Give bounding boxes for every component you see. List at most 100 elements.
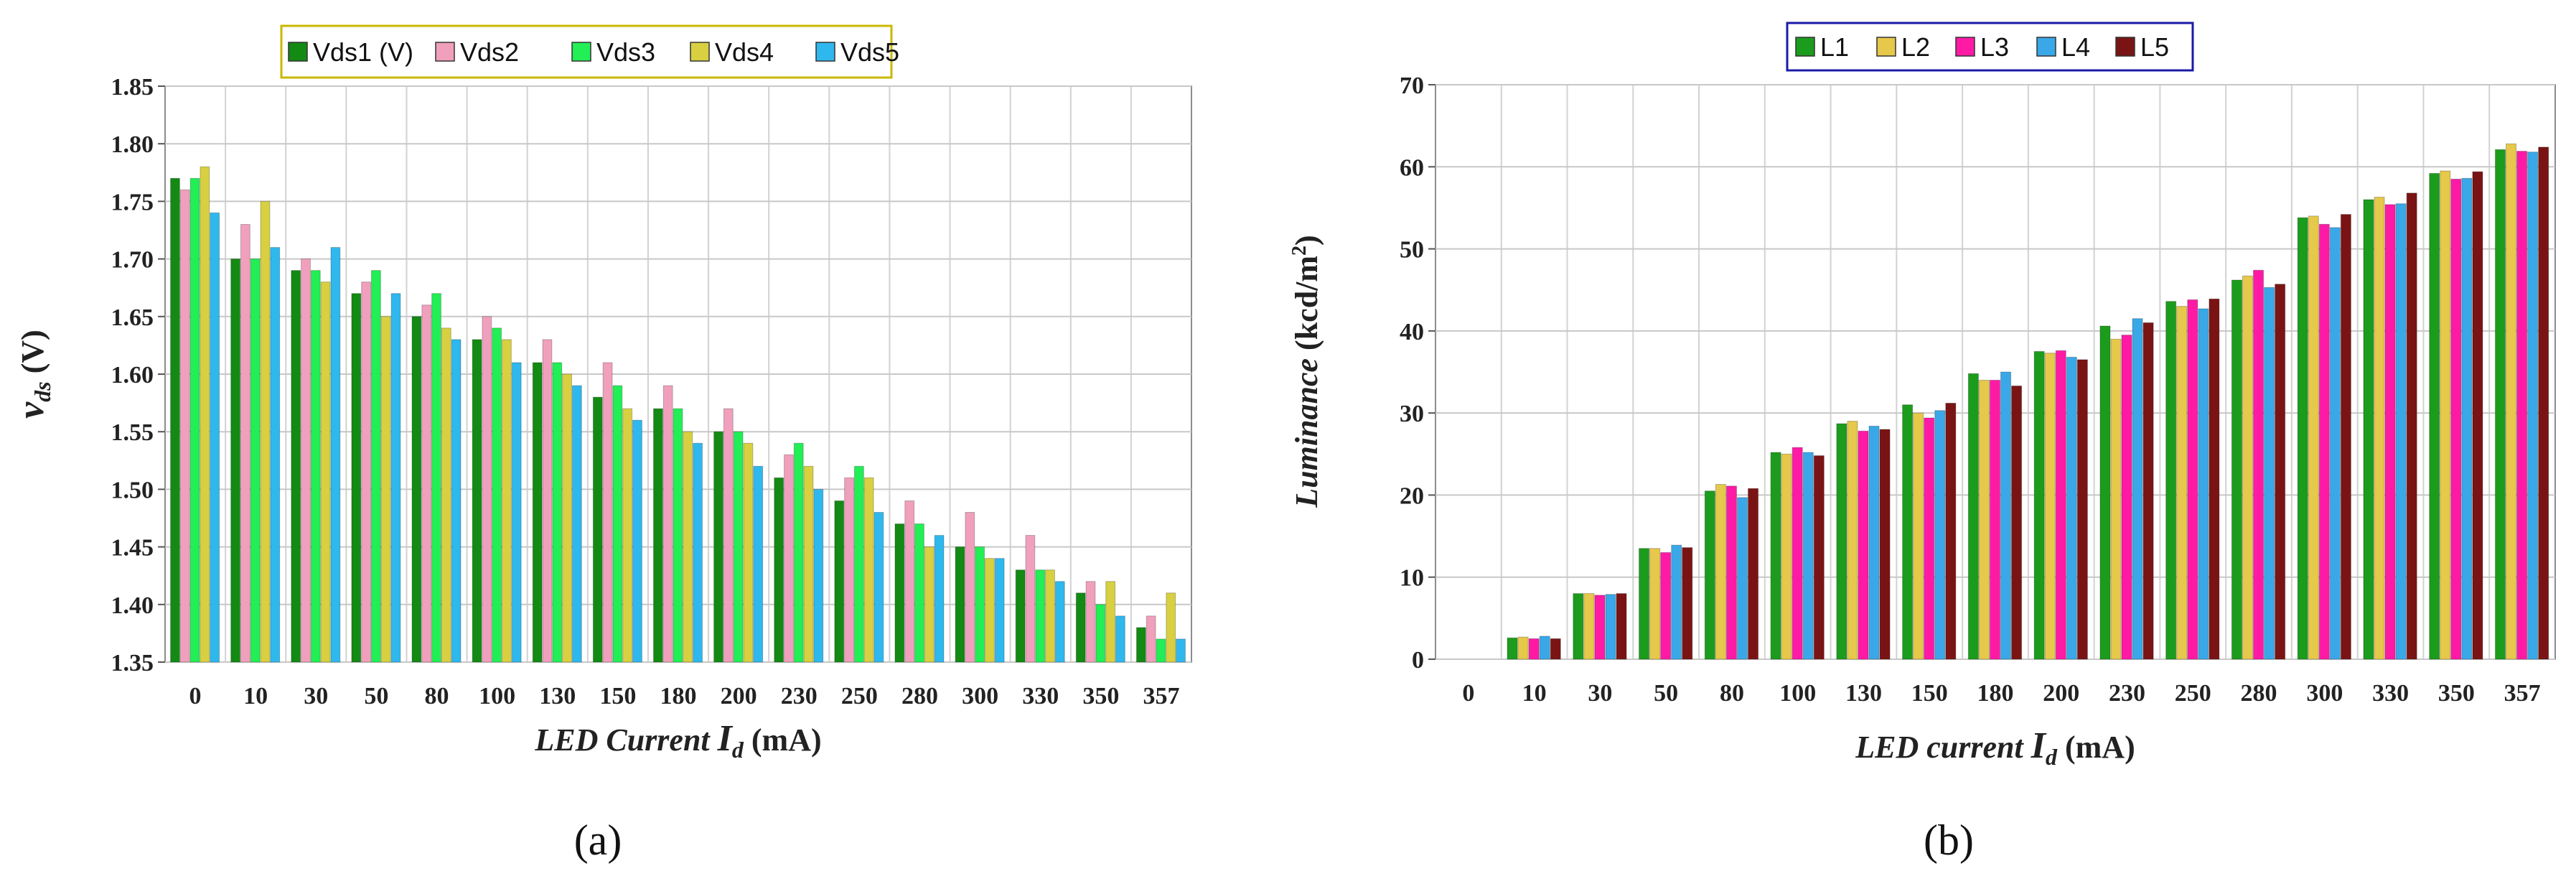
- bar-l5-280: [2275, 284, 2286, 660]
- x-tick-label: 180: [660, 683, 697, 709]
- bar-l4-350: [2461, 177, 2473, 660]
- bar-vds5-100: [511, 362, 522, 663]
- x-tick-label: 100: [1779, 680, 1816, 707]
- y-tick-label: 1.35: [111, 650, 154, 676]
- bar-vds3-330: [1035, 569, 1046, 663]
- x-tick-label: 50: [1654, 680, 1678, 707]
- bar-l2-80: [1715, 484, 1726, 660]
- legend-label: L5: [2140, 32, 2169, 62]
- y-tick-label: 10: [1400, 565, 1424, 592]
- bar-l5-150: [1945, 402, 1957, 660]
- bar-vds1-80: [411, 316, 422, 663]
- bar-l4-50: [1671, 544, 1682, 660]
- legend-swatch: [815, 42, 835, 62]
- x-tick-label: 330: [1022, 683, 1059, 709]
- y-tick-label: 1.55: [111, 419, 154, 446]
- bar-vds1-200: [713, 431, 723, 663]
- bar-l3-150: [1924, 417, 1935, 660]
- bar-vds4-0: [200, 166, 210, 663]
- bar-vds5-330: [1054, 581, 1065, 663]
- bar-l5-350: [2472, 171, 2483, 660]
- legend-swatch: [571, 42, 591, 62]
- bar-vds5-180: [693, 442, 703, 663]
- bar-l1-80: [1704, 490, 1715, 660]
- x-tick-label: 0: [1462, 680, 1474, 707]
- bar-l1-50: [1639, 548, 1650, 660]
- y-axis-title: vds (V): [11, 330, 55, 419]
- x-tick-label: 357: [2504, 680, 2541, 707]
- bar-vds2-230: [784, 454, 794, 663]
- bar-l5-50: [1682, 547, 1693, 660]
- bar-vds4-80: [441, 327, 451, 663]
- bar-l2-10: [1517, 636, 1529, 660]
- bar-vds1-280: [894, 523, 905, 663]
- bar-vds3-150: [612, 385, 623, 663]
- bar-l2-50: [1649, 548, 1661, 660]
- bar-vds1-357: [1135, 627, 1146, 663]
- bar-l1-300: [2297, 217, 2308, 660]
- legend-swatch: [435, 42, 455, 62]
- x-tick-label: 280: [2241, 680, 2277, 707]
- bar-l2-100: [1781, 453, 1792, 660]
- x-tick-label: 100: [479, 683, 515, 709]
- bar-l4-300: [2329, 227, 2341, 660]
- x-tick-label: 30: [304, 683, 328, 709]
- bar-vds1-0: [170, 177, 180, 663]
- bar-l4-80: [1736, 497, 1748, 660]
- bar-vds2-250: [844, 477, 854, 663]
- bar-l3-330: [2384, 204, 2396, 660]
- bar-vds4-180: [683, 431, 693, 663]
- bar-l2-357: [2506, 143, 2517, 660]
- bar-l3-100: [1792, 447, 1803, 660]
- bar-l4-130: [1868, 425, 1880, 660]
- x-tick-label: 130: [1845, 680, 1882, 707]
- bar-l4-10: [1539, 636, 1550, 660]
- bar-vds3-180: [673, 408, 683, 663]
- bar-vds2-330: [1025, 535, 1036, 663]
- bar-vds3-0: [189, 177, 200, 663]
- bar-l3-80: [1725, 485, 1737, 660]
- bar-vds3-130: [552, 362, 563, 663]
- x-tick-label: 80: [425, 683, 449, 709]
- x-tick-label: 180: [1977, 680, 2014, 707]
- bar-l1-150: [1902, 404, 1914, 660]
- legend-label: Vds1 (V): [313, 37, 413, 67]
- bar-l3-30: [1594, 595, 1606, 660]
- legend: Vds1 (V) Vds2 Vds3 Vds4 Vds5: [280, 24, 899, 79]
- bar-vds3-280: [914, 523, 924, 663]
- x-tick-label: 350: [2438, 680, 2475, 707]
- bar-l4-200: [2066, 356, 2077, 660]
- y-tick-label: 1.70: [111, 247, 154, 274]
- bar-l5-200: [2076, 359, 2088, 660]
- bar-vds5-357: [1176, 638, 1186, 663]
- y-tick-label: 1.60: [111, 362, 154, 388]
- bar-vds5-50: [390, 293, 401, 663]
- bar-l3-350: [2450, 178, 2462, 660]
- bar-l5-230: [2142, 322, 2154, 660]
- x-tick-label: 280: [901, 683, 938, 709]
- legend-label: L1: [1820, 32, 1849, 62]
- bar-vds2-300: [965, 511, 975, 663]
- y-tick-label: 1.50: [111, 477, 154, 503]
- bar-vds1-10: [230, 259, 240, 663]
- x-tick-label: 230: [2109, 680, 2145, 707]
- bar-l2-330: [2374, 197, 2385, 660]
- bar-l2-30: [1583, 593, 1595, 660]
- y-tick-label: 70: [1400, 73, 1424, 99]
- bar-vds1-150: [592, 396, 603, 663]
- y-tick-label: 20: [1400, 483, 1424, 509]
- bar-vds3-300: [975, 546, 985, 663]
- bar-l5-100: [1813, 455, 1825, 660]
- bar-vds2-350: [1085, 581, 1096, 663]
- x-tick-label: 350: [1082, 683, 1119, 709]
- legend-swatch: [1876, 37, 1896, 57]
- bar-l1-357: [2494, 149, 2506, 660]
- bar-vds3-350: [1095, 604, 1106, 663]
- bar-l1-230: [2099, 325, 2111, 660]
- legend-label: L3: [1980, 32, 2009, 62]
- bar-vds4-10: [260, 200, 271, 663]
- bar-vds3-100: [492, 327, 502, 663]
- bar-vds5-230: [813, 488, 824, 663]
- legend-label: Vds2: [460, 37, 519, 67]
- y-tick-label: 1.75: [111, 189, 154, 215]
